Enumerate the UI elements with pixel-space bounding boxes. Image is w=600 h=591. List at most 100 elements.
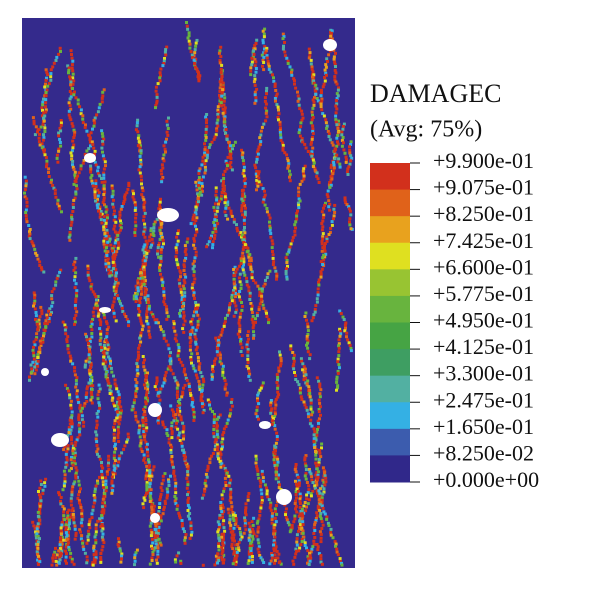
damage-cell — [68, 231, 72, 234]
damage-cell — [220, 510, 224, 514]
damage-cell — [27, 234, 31, 238]
damage-cell — [314, 461, 318, 465]
damage-cell — [88, 356, 92, 360]
damage-cell — [70, 461, 74, 465]
damage-cell — [241, 156, 245, 160]
damage-cell — [251, 534, 254, 538]
damage-cell — [213, 413, 216, 416]
damage-cell — [135, 121, 139, 125]
damage-cell — [106, 383, 110, 387]
damage-cell — [334, 542, 338, 546]
damage-cell — [321, 237, 325, 241]
damage-cell — [288, 179, 292, 183]
damage-cell — [113, 450, 117, 454]
damage-cell — [315, 483, 319, 487]
damage-cell — [220, 535, 224, 539]
damage-cell — [145, 491, 148, 495]
damage-cell — [314, 89, 318, 93]
damage-cell — [197, 79, 201, 83]
damage-cell — [247, 255, 251, 259]
damage-cell — [213, 223, 217, 227]
damage-cell — [108, 364, 112, 368]
damage-cell — [257, 517, 261, 521]
damage-cell — [200, 193, 204, 197]
damage-cell — [27, 224, 31, 227]
damage-cell — [305, 335, 309, 338]
damage-cell — [299, 395, 303, 399]
damage-cell — [204, 138, 208, 142]
damage-cell — [269, 403, 272, 407]
damage-cell — [259, 298, 263, 302]
damage-cell — [324, 65, 328, 69]
damage-cell — [297, 525, 301, 528]
damage-cell — [224, 128, 228, 131]
damage-cell — [55, 55, 59, 59]
damage-cell — [258, 302, 262, 306]
damage-cell — [291, 235, 295, 239]
damage-cell — [159, 259, 163, 263]
damage-cell — [303, 403, 307, 407]
damage-cell — [105, 254, 109, 257]
damage-cell — [293, 371, 296, 374]
damage-cell — [86, 267, 90, 271]
damage-cell — [142, 279, 146, 283]
damage-cell — [271, 73, 274, 77]
damage-cell — [82, 547, 86, 551]
damage-cell — [104, 262, 108, 266]
damage-cell — [66, 447, 70, 451]
damage-cell — [295, 549, 298, 553]
damage-cell — [250, 544, 254, 547]
damage-cell — [134, 389, 138, 393]
damage-cell — [343, 329, 347, 333]
damage-cell — [319, 272, 323, 276]
damage-cell — [142, 265, 146, 269]
damage-cell — [256, 530, 260, 534]
damage-cell — [188, 536, 192, 540]
damage-cell — [101, 497, 105, 501]
damage-cell — [249, 66, 253, 70]
damage-cell — [189, 391, 192, 395]
damage-cell — [270, 422, 274, 426]
damage-cell — [109, 362, 112, 366]
damage-cell — [155, 388, 159, 391]
damage-cell — [67, 521, 71, 525]
damage-cell — [140, 193, 144, 197]
damage-cell — [284, 272, 288, 276]
damage-cell — [166, 367, 170, 371]
damage-cell — [31, 520, 35, 524]
damage-cell — [146, 371, 149, 375]
damage-cell — [144, 494, 147, 498]
damage-cell — [234, 517, 238, 520]
damage-cell — [142, 430, 146, 434]
damage-cell — [45, 322, 49, 326]
damage-cell — [106, 472, 109, 476]
damage-cell — [294, 490, 298, 493]
damage-cell — [277, 473, 280, 477]
damage-cell — [292, 520, 296, 524]
damage-cell — [297, 131, 301, 135]
damage-cell — [103, 316, 107, 320]
damage-cell — [263, 203, 267, 207]
damage-cell — [318, 448, 322, 452]
damage-cell — [277, 118, 280, 122]
damage-cell — [181, 284, 185, 288]
damage-cell — [322, 206, 325, 210]
damage-cell — [159, 543, 163, 547]
damage-cell — [73, 366, 77, 370]
damage-cell — [38, 557, 42, 561]
damage-cell — [170, 425, 174, 428]
damage-cell — [243, 210, 247, 214]
damage-cell — [209, 407, 212, 411]
damage-cell — [160, 489, 164, 493]
damage-cell — [189, 394, 193, 397]
damage-cell — [279, 136, 283, 140]
damage-cell — [71, 447, 75, 451]
damage-cell — [111, 489, 115, 493]
damage-cell — [57, 491, 61, 495]
damage-cell — [234, 295, 237, 299]
damage-cell — [131, 195, 135, 199]
damage-cell — [296, 90, 299, 94]
damage-cell — [141, 421, 145, 424]
damage-cell — [224, 316, 227, 320]
damage-cell — [279, 362, 283, 366]
